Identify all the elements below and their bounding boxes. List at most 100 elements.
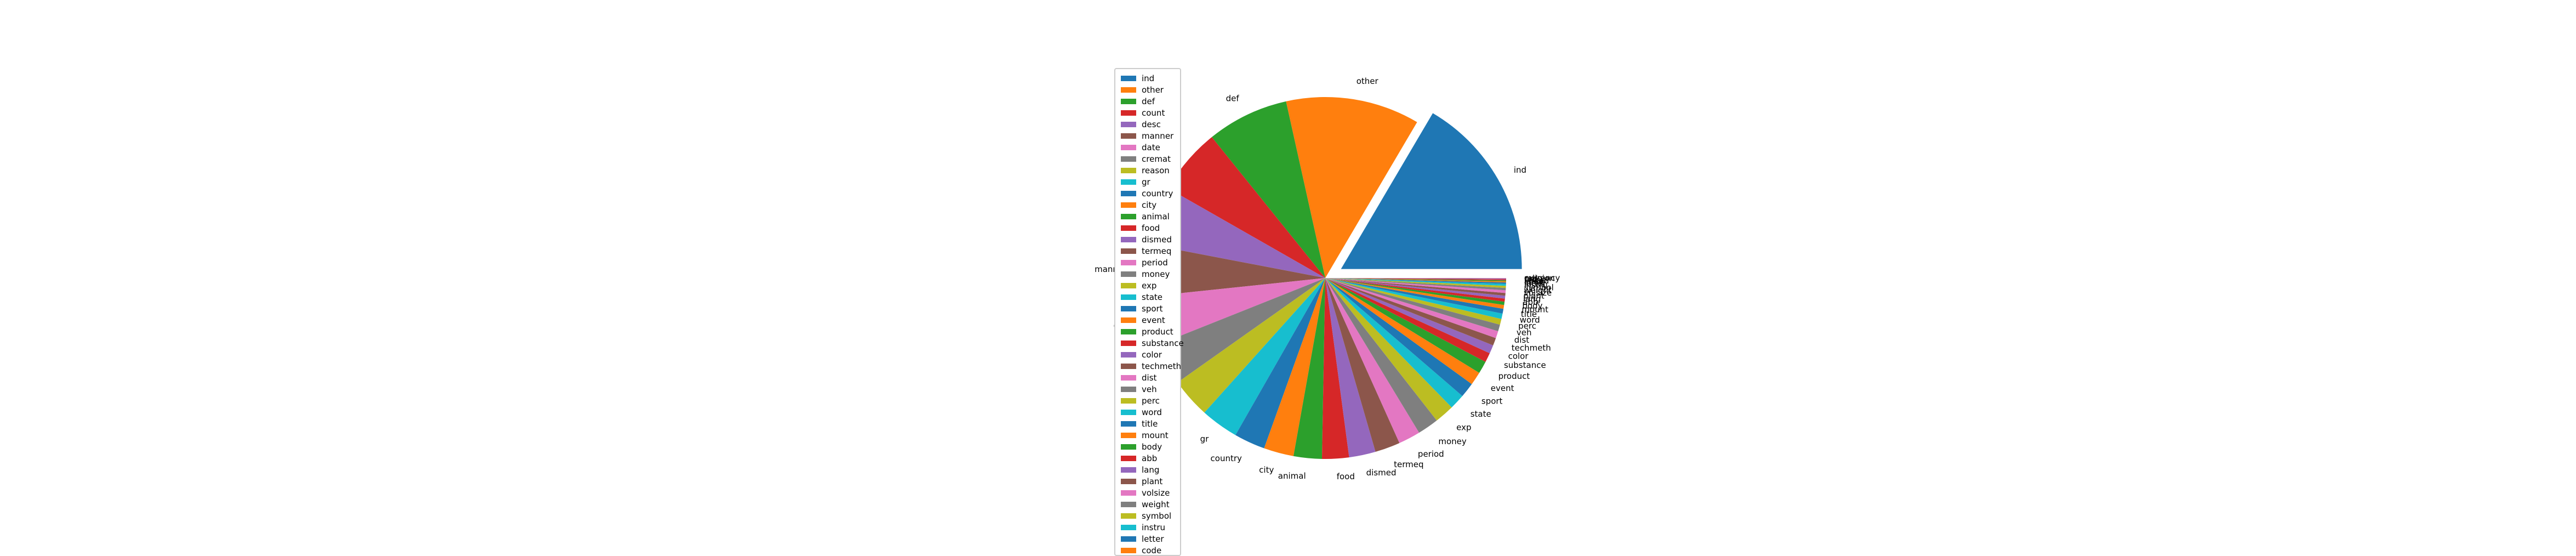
slice-label-lang: lang bbox=[1523, 294, 1541, 304]
legend-label: period bbox=[1142, 258, 1168, 268]
pie-slice-body bbox=[1325, 278, 1505, 305]
pie-slice-date bbox=[1145, 278, 1325, 345]
legend-label: other bbox=[1142, 85, 1164, 95]
legend-item-techmeth: techmeth bbox=[1121, 361, 1181, 371]
pie-slice-weight bbox=[1325, 278, 1506, 291]
pie-slice-def bbox=[1211, 101, 1325, 279]
legend-label: animal bbox=[1142, 212, 1170, 222]
legend-item-abb: abb bbox=[1121, 453, 1157, 463]
legend-label: termeq bbox=[1142, 246, 1172, 256]
legend-item-def: def bbox=[1121, 97, 1155, 106]
legend-item-sport: sport bbox=[1121, 304, 1163, 314]
pie-slice-animal bbox=[1293, 278, 1325, 459]
pie-slice-title bbox=[1325, 278, 1504, 314]
pie-slice-techmeth bbox=[1325, 278, 1496, 345]
legend-label: desc bbox=[1142, 120, 1161, 129]
legend-swatch bbox=[1121, 76, 1136, 81]
legend-swatch bbox=[1121, 387, 1136, 392]
pie-slice-cremat bbox=[1157, 278, 1325, 383]
slice-label-letter: letter bbox=[1524, 279, 1547, 288]
legend-swatch bbox=[1121, 433, 1136, 438]
legend-label: volsize bbox=[1142, 488, 1170, 498]
legend-item-date: date bbox=[1121, 143, 1160, 152]
legend-swatch bbox=[1121, 479, 1136, 484]
legend-item-manner: manner bbox=[1121, 131, 1173, 141]
slice-label-code: code bbox=[1524, 277, 1544, 287]
legend-item-animal: animal bbox=[1121, 212, 1170, 222]
legend-swatch bbox=[1121, 421, 1136, 427]
pie-slice-symbol bbox=[1325, 278, 1506, 288]
legend-swatch bbox=[1121, 456, 1136, 461]
legend-label: color bbox=[1142, 350, 1162, 360]
pie-slice-ind bbox=[1341, 113, 1522, 269]
legend-swatch bbox=[1121, 341, 1136, 346]
slice-label-body: body bbox=[1522, 300, 1542, 310]
legend-label: word bbox=[1142, 407, 1162, 417]
pie-slice-exp bbox=[1325, 278, 1452, 421]
slice-label-animal: animal bbox=[1278, 471, 1306, 481]
pie-slice-product bbox=[1325, 278, 1486, 373]
slice-label-period: period bbox=[1418, 449, 1444, 459]
pie-slice-city bbox=[1264, 278, 1325, 456]
legend-label: def bbox=[1142, 97, 1155, 106]
legend-label: plant bbox=[1142, 476, 1163, 486]
pie-slice-religion bbox=[1325, 278, 1506, 279]
pie-slice-dist bbox=[1325, 278, 1498, 338]
legend-swatch bbox=[1121, 214, 1136, 219]
slice-label-abb: abb bbox=[1523, 297, 1538, 307]
slice-label-ind: ind bbox=[1514, 165, 1526, 175]
legend-swatch bbox=[1121, 502, 1136, 507]
pie-slice-letter bbox=[1325, 278, 1506, 284]
pie-slice-count bbox=[1168, 137, 1325, 278]
legend-label: sport bbox=[1142, 304, 1163, 314]
legend-swatch bbox=[1121, 122, 1136, 127]
slice-label-def: def bbox=[1226, 93, 1240, 103]
pie-slice-instru bbox=[1325, 278, 1506, 286]
legend-swatch bbox=[1121, 329, 1136, 334]
pie-slice-country bbox=[1235, 278, 1325, 449]
legend-swatch bbox=[1121, 145, 1136, 150]
pie-slice-desc bbox=[1147, 188, 1325, 278]
slice-label-city: city bbox=[1259, 465, 1274, 475]
slice-label-gr: gr bbox=[1200, 434, 1210, 444]
legend-label: product bbox=[1142, 327, 1173, 337]
legend-item-state: state bbox=[1121, 292, 1162, 302]
slice-label-country: country bbox=[1211, 453, 1242, 463]
legend-label: reason bbox=[1142, 166, 1170, 175]
legend-label: lang bbox=[1142, 465, 1160, 475]
slice-label-other: other bbox=[1357, 76, 1379, 86]
pie-slice-sport bbox=[1325, 278, 1472, 396]
pie-slice-substance bbox=[1325, 278, 1490, 362]
legend-item-desc: desc bbox=[1121, 120, 1161, 129]
legend-item-dist: dist bbox=[1121, 373, 1156, 383]
pie-slice-event bbox=[1325, 278, 1479, 384]
legend-label: letter bbox=[1142, 534, 1164, 544]
slice-label-ord: ord bbox=[1524, 274, 1538, 284]
legend-item-instru: instru bbox=[1121, 523, 1165, 532]
legend-item-exp: exp bbox=[1121, 281, 1156, 291]
legend-swatch bbox=[1121, 87, 1136, 93]
legend-swatch bbox=[1121, 294, 1136, 300]
legend-label: exp bbox=[1142, 281, 1157, 291]
legend-item-count: count bbox=[1121, 108, 1165, 118]
legend-swatch bbox=[1121, 410, 1136, 415]
pie-slice-lang bbox=[1325, 278, 1506, 299]
legend-swatch bbox=[1121, 99, 1136, 104]
legend-label: mount bbox=[1142, 430, 1169, 440]
legend-item-reason: reason bbox=[1121, 166, 1170, 175]
slice-label-mount: mount bbox=[1521, 305, 1548, 315]
legend-item-food: food bbox=[1121, 223, 1160, 233]
slice-label-color: color bbox=[1508, 351, 1529, 361]
legend-swatch bbox=[1121, 225, 1136, 231]
legend-label: abb bbox=[1142, 453, 1158, 463]
pie-slice-temp bbox=[1325, 278, 1506, 281]
legend-swatch bbox=[1121, 248, 1136, 254]
legend-item-dismed: dismed bbox=[1121, 235, 1172, 245]
slice-label-event: event bbox=[1491, 383, 1514, 393]
legend-label: gr bbox=[1142, 177, 1150, 187]
legend-item-weight: weight bbox=[1121, 500, 1170, 509]
legend-swatch bbox=[1121, 260, 1136, 265]
legend-swatch bbox=[1121, 271, 1136, 277]
legend-item-symbol: symbol bbox=[1121, 511, 1171, 521]
legend-swatch bbox=[1121, 398, 1136, 404]
